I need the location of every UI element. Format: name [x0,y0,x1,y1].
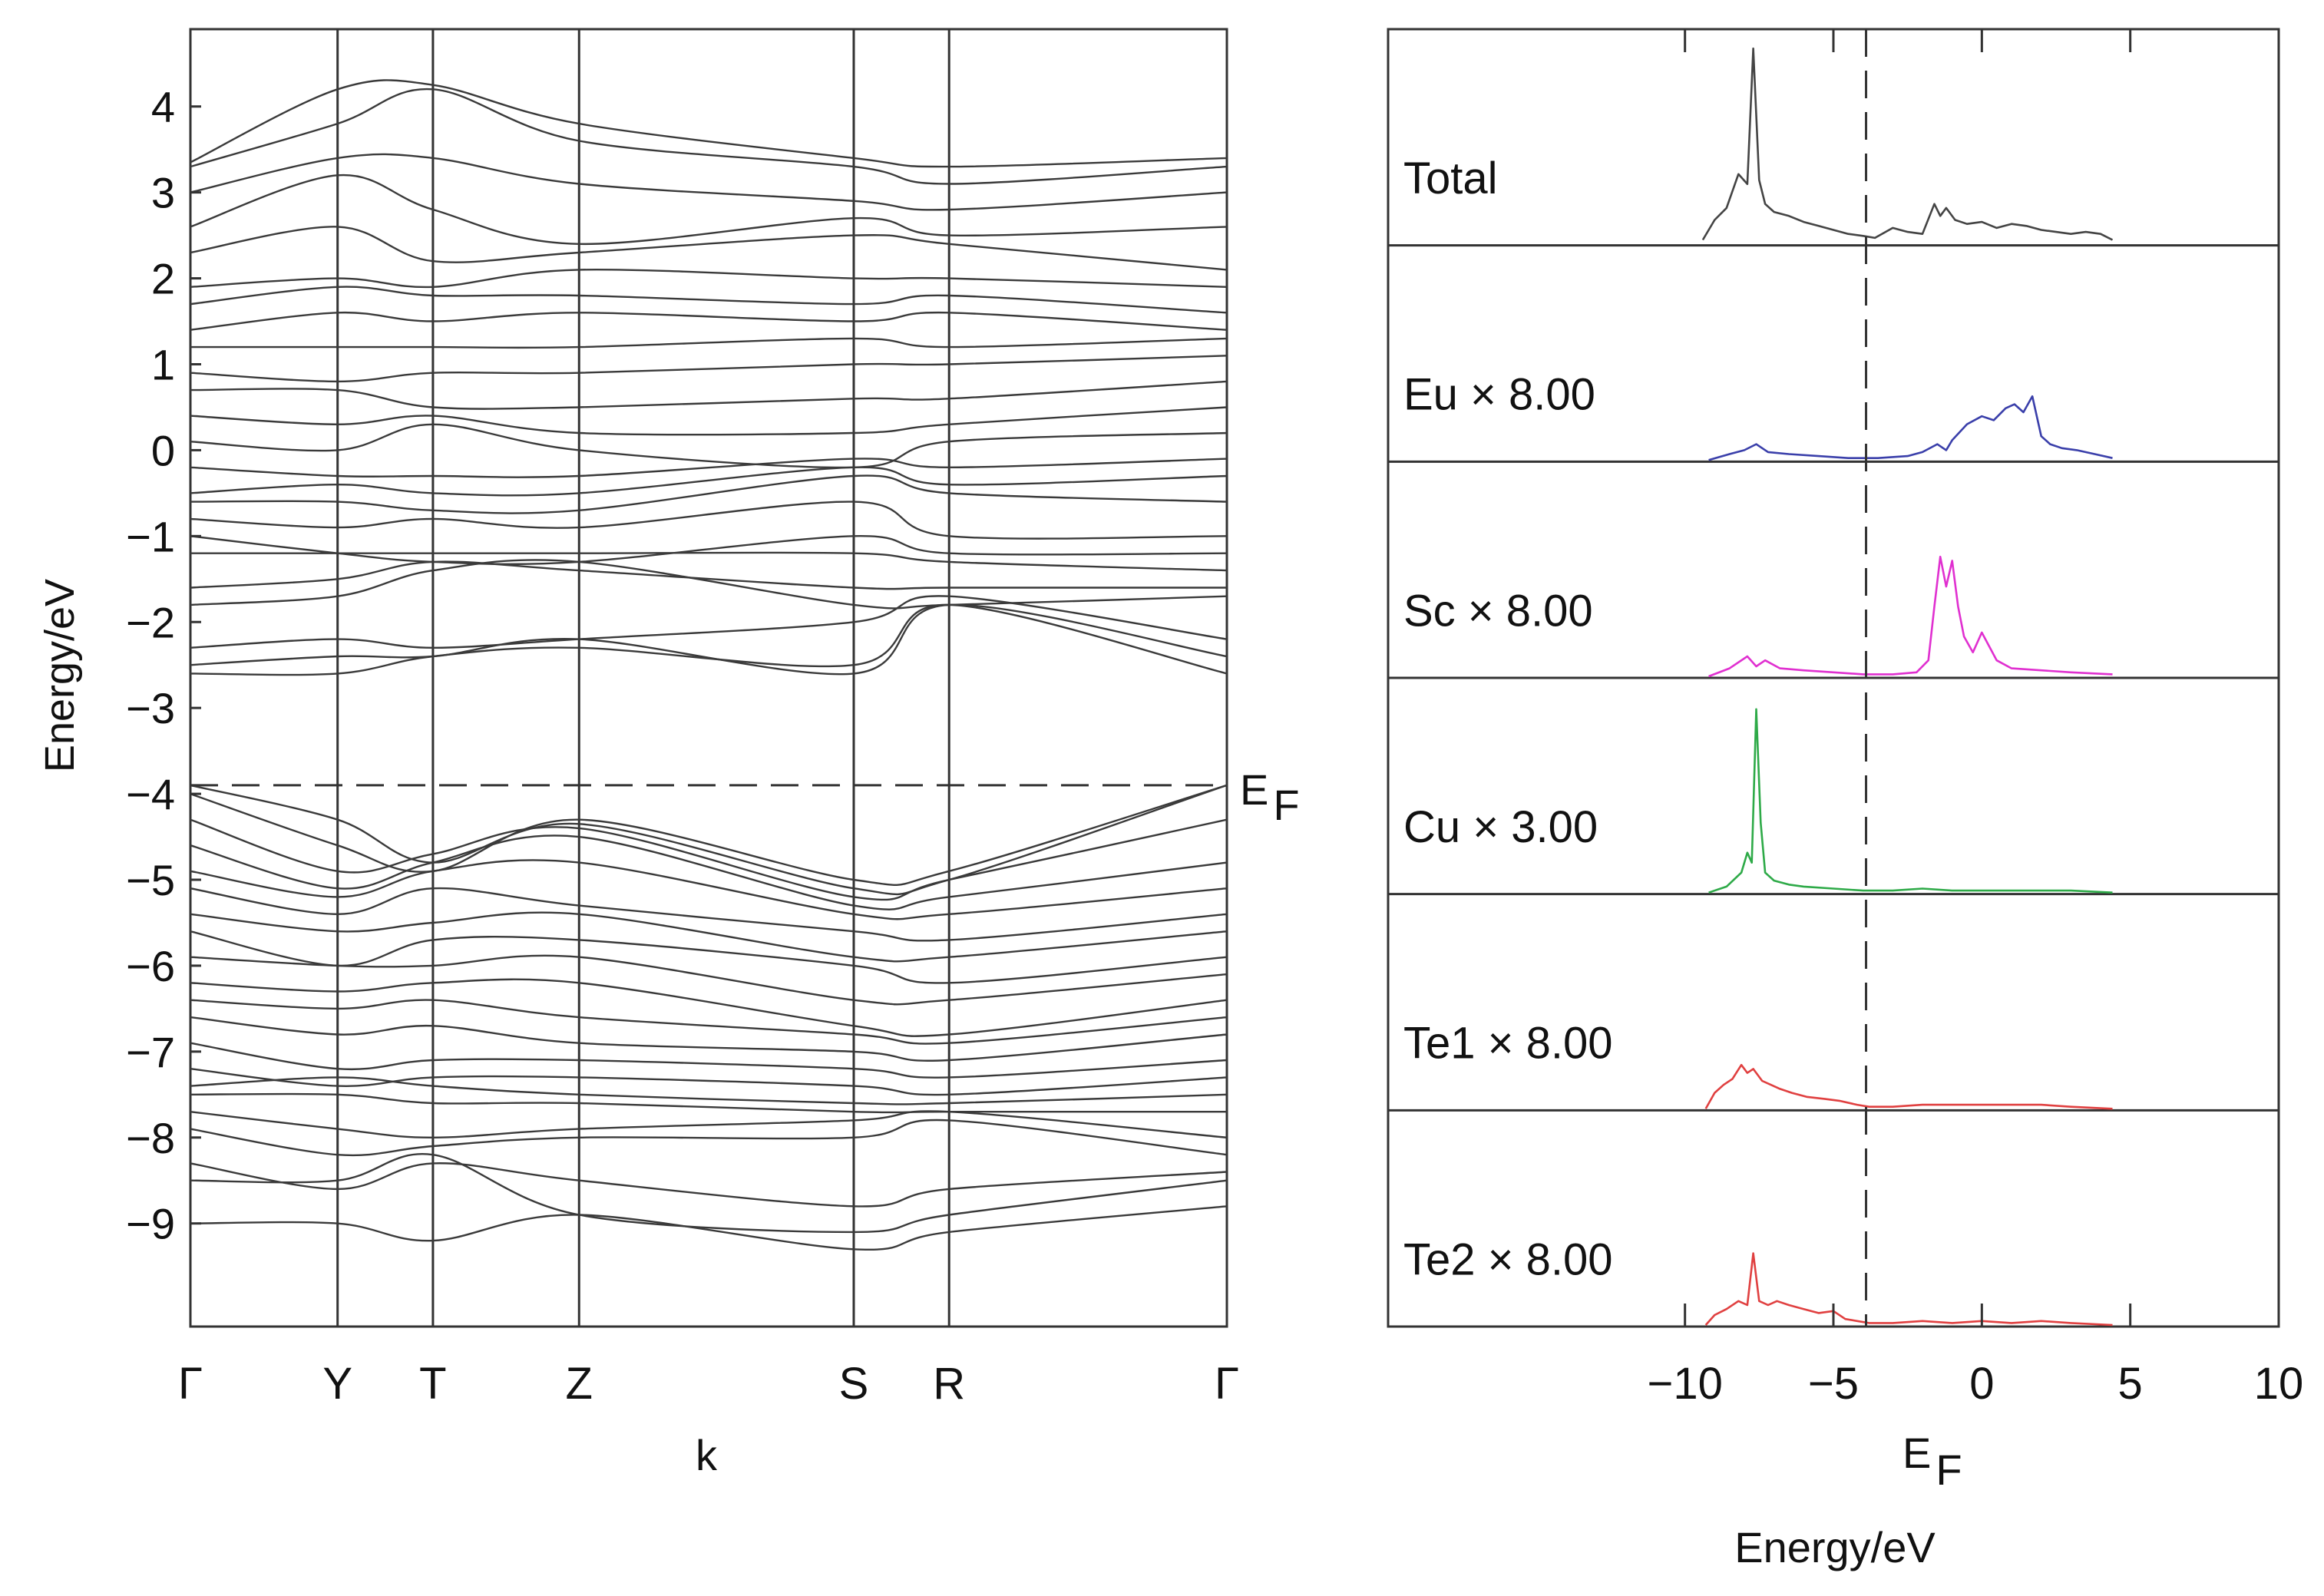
band-y-tick-label: 1 [151,340,175,388]
band-curve [190,501,1228,540]
band-k-point-label: Z [566,1359,593,1409]
band-y-tick-label: −5 [126,856,175,904]
band-k-point-label: T [419,1359,446,1409]
band-curve [190,1042,1228,1079]
band-curve [190,535,1228,566]
band-x-axis-label: k [696,1431,718,1479]
band-y-tick-label: −8 [126,1114,175,1162]
band-y-tick-label: 0 [151,426,175,474]
band-y-tick-label: 3 [151,169,175,217]
band-curve [190,930,1228,984]
band-curve [190,978,1228,1037]
band-curve [190,153,1228,211]
dos-curve [1704,1252,2113,1327]
band-curve [190,79,1228,168]
band-curve [190,1068,1228,1096]
band-k-point-label: Γ [1215,1359,1239,1409]
band-curve [190,1119,1228,1157]
dos-x-tick-label: 5 [2118,1359,2143,1409]
dos-panel-label: Cu × 3.00 [1403,802,1598,852]
band-curve [190,355,1228,383]
dos-panel-label: Eu × 8.00 [1403,370,1595,420]
band-curve [190,286,1228,314]
band-curve [190,269,1228,289]
band-curve [190,458,1228,478]
band-y-tick-label: −4 [126,770,175,818]
band-curve [190,1016,1228,1062]
band-curve [190,1110,1228,1139]
band-curve [190,380,1228,410]
band-y-tick-label: −3 [126,684,175,732]
dos-curve [1704,1063,2113,1110]
dos-panel: Total Eu × 8.00 Sc × 8.00 Cu × 3.00 Te1 × 8.… [1387,28,2303,1571]
band-curve [190,466,1228,497]
band-curve [190,406,1228,436]
dos-curve [1701,47,2114,241]
band-k-point-label: R [933,1359,965,1409]
band-y-tick-label: −6 [126,942,175,990]
dos-panel-label: Total [1403,154,1498,203]
band-y-tick-label: −9 [126,1200,175,1248]
band-curve [190,818,1228,901]
band-curve [190,887,1228,942]
band-curve [190,911,1228,963]
band-curve [190,603,1228,676]
dos-panel-labels: Total Eu × 8.00 Sc × 8.00 Cu × 3.00 Te1 × 8.… [1403,154,1613,1284]
band-curve [190,1205,1228,1251]
band-curve [190,784,1228,886]
band-y-ticks: 4 3 2 1 0 −1 −2 −3 −4 −5 −6 −7 −8 −9 [126,83,201,1248]
band-curve [190,784,1228,896]
band-k-point-label: S [839,1359,869,1409]
band-curve [190,1152,1228,1234]
band-k-point-label: Y [322,1359,352,1409]
band-curve [190,834,1228,910]
high-symmetry-lines [336,29,950,1327]
band-curve [190,1162,1228,1208]
dos-panel-label: Te2 × 8.00 [1403,1234,1613,1284]
dos-panel-separators [1388,244,2279,1112]
band-curve [190,999,1228,1045]
band-curve [190,1076,1228,1105]
dos-x-tick-label: 10 [2254,1359,2304,1409]
band-curve [190,311,1228,331]
dos-panel-label: Te1 × 8.00 [1403,1019,1613,1069]
dos-curve [1708,555,2113,678]
dos-panel-label: Sc × 8.00 [1403,586,1593,636]
band-y-tick-label: −1 [126,512,175,560]
dos-curve [1708,395,2113,461]
band-curve [190,474,1228,514]
band-y-tick-label: −2 [126,598,175,646]
dos-x-ticks: −10 −5 0 5 10 [1647,29,2303,1409]
band-y-tick-label: 4 [151,83,175,131]
band-curve [190,423,1228,469]
band-curve [190,337,1228,349]
band-curve [190,954,1228,1006]
dos-x-axis-label: Energy/eV [1734,1523,1936,1571]
band-plot-frame [189,28,1228,1328]
band-curve [190,595,1228,649]
band-curves [190,79,1228,1251]
band-curve [190,173,1228,246]
dos-curves [1701,47,2114,1327]
band-curve [190,226,1228,271]
band-y-axis-label: Energy/eV [37,579,83,772]
dos-x-tick-label: −10 [1647,1359,1722,1409]
band-curve [190,859,1228,920]
dos-x-tick-label: −5 [1808,1359,1859,1409]
band-y-tick-label: 2 [151,255,175,303]
band-curve [190,1092,1227,1114]
band-curve [190,560,1227,590]
band-k-point-label: Γ [178,1359,203,1409]
band-curve [190,88,1228,185]
band-curve [190,603,1228,676]
dos-curve [1708,708,2113,894]
band-curve [190,559,1228,610]
dos-x-tick-label: 0 [1969,1359,1994,1409]
band-y-tick-label: −7 [126,1028,175,1076]
